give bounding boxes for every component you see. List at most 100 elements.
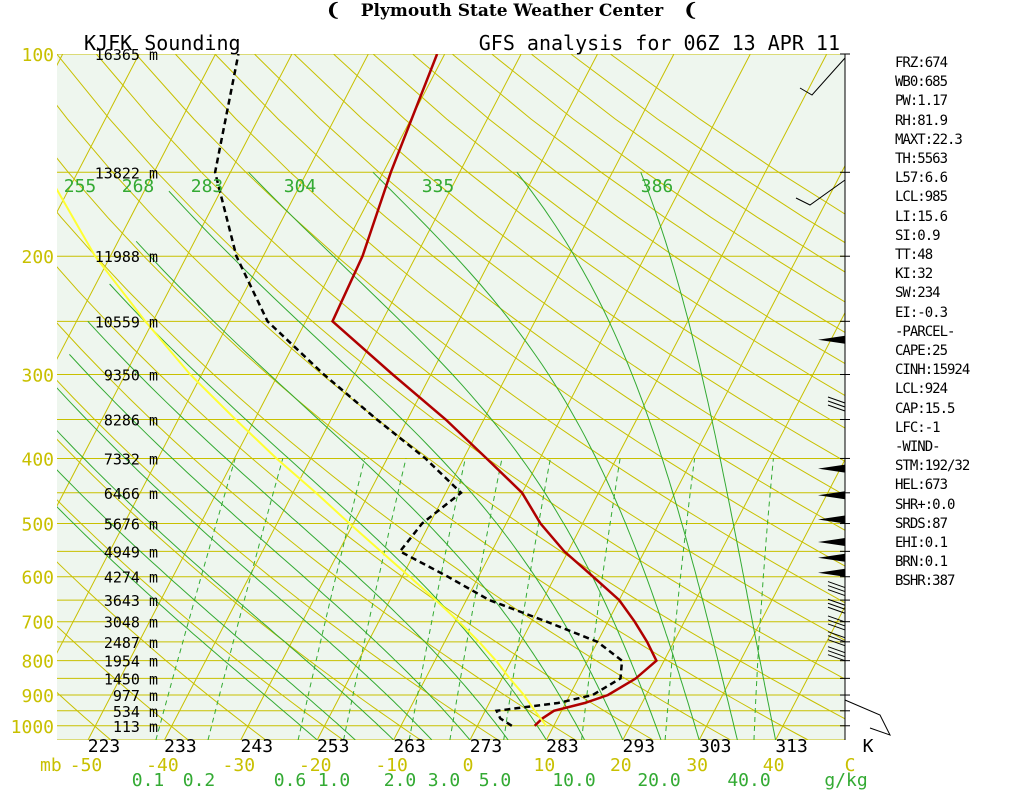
height-label: 3643 m — [104, 592, 158, 610]
wind-flag-icon: ❨ — [683, 0, 699, 21]
dry-adiabat-line — [57, 499, 344, 740]
mixing-ratio-label: 20.0 — [637, 770, 680, 791]
index-line: BSHR:387 — [895, 573, 955, 590]
index-line: STM:192/32 — [895, 458, 970, 475]
index-line: SI:0.9 — [895, 227, 941, 244]
wind-barb — [827, 404, 846, 412]
index-line: PW:1.17 — [895, 93, 948, 110]
temperature-trace — [330, 54, 658, 727]
dry-adiabat-line — [57, 157, 809, 740]
moist-adiabat-line — [109, 283, 547, 740]
mixing-ratio-label: 3.0 — [428, 770, 461, 791]
dry-adiabat-line — [57, 625, 189, 740]
mixing-ratio-line — [664, 458, 696, 740]
dry-adiabat-line — [57, 438, 421, 740]
pressure-label: 300 — [21, 366, 54, 387]
stability-indices-panel: FRZ:674 WB0:685 PW:1.17 RH:81.9 MAXT:22.3 TH:… — [895, 54, 1020, 592]
index-line: KI:32 — [895, 266, 933, 283]
height-label: 3048 m — [104, 614, 158, 632]
moist-adiabat-line — [168, 190, 624, 740]
dry-adiabat-line — [57, 322, 576, 740]
pressure-unit-label: mb — [40, 755, 62, 776]
height-label: 977 m — [113, 687, 158, 705]
parcel-trace — [57, 187, 547, 727]
height-label: 2487 m — [104, 634, 158, 652]
height-label: 16365 m — [95, 46, 158, 64]
wind-barb — [827, 623, 846, 631]
mixing-ratio-label: 2.0 — [384, 770, 417, 791]
height-label: 11988 m — [95, 248, 158, 266]
index-line: SHR+:0.0 — [895, 496, 955, 513]
height-label: 113 m — [113, 718, 158, 736]
temperature-tick-label: -10 — [375, 755, 408, 776]
height-label: 9350 m — [104, 367, 158, 385]
pressure-label: 600 — [21, 568, 54, 589]
isotherm-line — [57, 54, 369, 654]
height-label: 8286 m — [104, 411, 158, 429]
theta-top-label: 268 — [122, 176, 155, 197]
height-label: 4949 m — [104, 543, 158, 561]
height-label: 5676 m — [104, 516, 158, 534]
wind-barb — [844, 699, 891, 736]
index-line: CAPE:25 — [895, 343, 948, 360]
height-label: 10559 m — [95, 313, 158, 331]
isotherm-line — [57, 54, 293, 507]
moist-adiabat-line — [135, 240, 586, 740]
index-line: MAXT:22.3 — [895, 131, 963, 148]
pressure-label: 900 — [21, 686, 54, 707]
dry-adiabat-line — [372, 54, 845, 397]
chart-title: KJFK Sounding — [84, 31, 241, 55]
moist-adiabat-line — [57, 387, 433, 740]
wind-barb — [827, 396, 846, 404]
isotherm-line — [698, 458, 845, 740]
isotherm-line — [775, 605, 845, 740]
moist-adiabat-line — [69, 354, 471, 740]
index-line: CINH:15924 — [895, 362, 970, 379]
height-label: 534 m — [113, 703, 158, 721]
wind-flag-barb — [818, 553, 845, 562]
pressure-label: 100 — [21, 45, 54, 66]
wind-barb — [827, 585, 846, 593]
moist-adiabat-line — [57, 506, 318, 740]
theta-tick-label: 283 — [546, 736, 579, 757]
isotherm-line — [622, 311, 845, 740]
mixing-ratio-line — [753, 458, 774, 740]
dry-adiabat-line — [293, 54, 845, 462]
theta-tick-label: 263 — [393, 736, 426, 757]
header-title: Plymouth State Weather Center — [360, 1, 664, 21]
theta-tick-label: 243 — [241, 736, 274, 757]
wind-barb — [827, 598, 846, 606]
wind-barb — [827, 602, 846, 610]
temperature-tick-label: 10 — [534, 755, 556, 776]
wind-barb — [827, 581, 846, 589]
wind-flag-barb — [818, 515, 845, 524]
theta-tick-label: K — [863, 736, 874, 757]
moist-adiabat-line — [57, 469, 356, 740]
index-line: CAP:15.5 — [895, 400, 955, 417]
mixing-ratio-label: 0.6 — [274, 770, 307, 791]
isotherm-line — [393, 54, 751, 740]
index-line: FRZ:674 — [895, 55, 948, 71]
pressure-label: 700 — [21, 613, 54, 634]
index-line: TH:5563 — [895, 151, 948, 168]
dry-adiabat-line — [57, 54, 845, 680]
temperature-tick-label: C — [845, 755, 856, 776]
height-label: 1954 m — [104, 653, 158, 671]
dry-adiabat-line — [254, 54, 845, 496]
mixing-ratio-label: 0.2 — [183, 770, 216, 791]
index-line: L57:6.6 — [895, 170, 948, 187]
moist-adiabat-line — [516, 171, 738, 740]
isotherm-line — [316, 54, 675, 740]
dry-adiabat-line — [57, 561, 267, 740]
index-line: LFC:-1 — [895, 419, 941, 436]
index-line: BRN:0.1 — [895, 554, 948, 571]
wind-barb — [827, 646, 846, 654]
isotherm-line — [469, 54, 828, 740]
height-label: 6466 m — [104, 485, 158, 503]
temperature-tick-label: -50 — [70, 755, 103, 776]
isotherm-line — [57, 54, 216, 360]
index-line: LCL:924 — [895, 381, 948, 398]
wind-barb — [827, 400, 846, 408]
plot-background — [57, 54, 845, 740]
wind-barb — [827, 650, 846, 658]
